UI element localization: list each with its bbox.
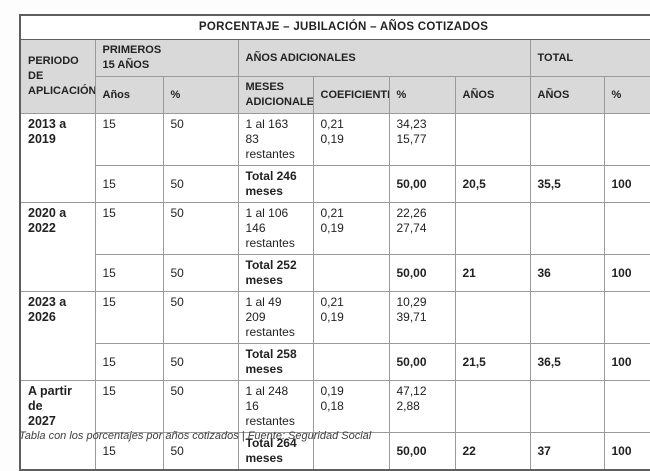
col-header-pct-primeros: % bbox=[162, 76, 239, 114]
pension-percentage-table: PORCENTAJE – JUBILACIÓN – AÑOS COTIZADOS… bbox=[19, 14, 650, 471]
cell-period: A partir de 2027 bbox=[19, 380, 96, 471]
cell-anos: 15 bbox=[94, 291, 164, 344]
cell-meses: 1 al 248 16 restantes bbox=[237, 380, 314, 433]
table-row-total: 15 50 Total 246 meses 50,00 20,5 35,5 10… bbox=[20, 165, 650, 203]
cell-coeficiente: 0,19 0,18 bbox=[312, 380, 390, 433]
cell-meses: 1 al 106 146 restantes bbox=[237, 202, 314, 255]
cell-meses: 1 al 49 209 restantes bbox=[237, 291, 314, 344]
cell-pct-adicional: 50,00 bbox=[388, 343, 456, 381]
cell-anos-adicional: 21 bbox=[454, 254, 531, 292]
table-row: A partir de 2027 15 50 1 al 248 16 resta… bbox=[19, 380, 650, 471]
cell-total-anos bbox=[529, 202, 605, 255]
cell-anos-adicional bbox=[454, 202, 531, 255]
group-header-primeros-15-anos: PRIMEROS 15 AÑOS bbox=[94, 39, 239, 77]
cell-meses-total: Total 258 meses bbox=[237, 343, 314, 381]
table-title: PORCENTAJE – JUBILACIÓN – AÑOS COTIZADOS bbox=[19, 14, 650, 40]
cell-anos: 15 bbox=[94, 202, 164, 255]
col-header-meses-adicionales: MESES ADICIONALES bbox=[237, 76, 314, 114]
cell-pct-adicional: 22,26 27,74 bbox=[388, 202, 456, 255]
col-header-pct-adicionales: % bbox=[388, 76, 456, 114]
cell-coeficiente: 0,21 0,19 bbox=[312, 113, 390, 166]
cell-total-anos: 37 bbox=[529, 432, 605, 471]
cell-pct: 50 bbox=[162, 113, 239, 166]
cell-anos: 15 bbox=[94, 113, 164, 166]
cell-pct: 50 bbox=[162, 380, 239, 433]
cell-anos-adicional: 22 bbox=[454, 432, 531, 471]
col-header-anos-adicionales: AÑOS bbox=[454, 76, 531, 114]
cell-pct-adicional: 50,00 bbox=[388, 432, 456, 471]
cell-anos-adicional bbox=[454, 113, 531, 166]
cell-anos-adicional: 20,5 bbox=[454, 165, 531, 203]
sub-header-row: Años % MESES ADICIONALES COEFICIENTE % A… bbox=[20, 76, 650, 114]
cell-total-pct: 100 bbox=[603, 343, 650, 381]
col-header-coeficiente: COEFICIENTE bbox=[312, 76, 390, 114]
group-header-anos-adicionales: AÑOS ADICIONALES bbox=[237, 39, 531, 77]
cell-total-anos bbox=[529, 380, 605, 433]
cell-total-anos: 35,5 bbox=[529, 165, 605, 203]
cell-total-pct: 100 bbox=[603, 432, 650, 471]
cell-anos-adicional: 21,5 bbox=[454, 343, 531, 381]
table-row-total: 15 50 Total 252 meses 50,00 21 36 100 bbox=[20, 254, 650, 292]
cell-total-pct: 100 bbox=[603, 254, 650, 292]
table-row: 2020 a 2022 15 50 1 al 106 146 restantes… bbox=[19, 202, 650, 292]
cell-anos-adicional bbox=[454, 380, 531, 433]
cell-meses-total: Total 246 meses bbox=[237, 165, 314, 203]
col-header-pct-total: % bbox=[603, 76, 650, 114]
cell-total-pct bbox=[603, 291, 650, 344]
cell-total-anos bbox=[529, 291, 605, 344]
cell-anos: 15 bbox=[94, 343, 164, 381]
cell-coeficiente: 0,21 0,19 bbox=[312, 202, 390, 255]
group-header-row: PERIODO DE APLICACIÓN PRIMEROS 15 AÑOS A… bbox=[19, 39, 650, 114]
page: PORCENTAJE – JUBILACIÓN – AÑOS COTIZADOS… bbox=[19, 14, 650, 471]
cell-meses-total: Total 252 meses bbox=[237, 254, 314, 292]
col-header-anos-primeros: Años bbox=[94, 76, 164, 114]
cell-period: 2013 a 2019 bbox=[19, 113, 96, 203]
cell-anos-adicional bbox=[454, 291, 531, 344]
col-header-periodo-aplicacion: PERIODO DE APLICACIÓN bbox=[19, 39, 96, 114]
table-row-total: 15 50 Total 258 meses 50,00 21,5 36,5 10… bbox=[20, 343, 650, 381]
cell-pct-adicional: 50,00 bbox=[388, 165, 456, 203]
cell-total-pct bbox=[603, 380, 650, 433]
cell-total-anos: 36,5 bbox=[529, 343, 605, 381]
cell-coeficiente bbox=[312, 165, 390, 203]
cell-pct-adicional: 47,12 2,88 bbox=[388, 380, 456, 433]
group-header-total: TOTAL bbox=[529, 39, 650, 77]
cell-pct: 50 bbox=[162, 254, 239, 292]
cell-total-anos: 36 bbox=[529, 254, 605, 292]
cell-pct: 50 bbox=[162, 165, 239, 203]
table-caption: Tabla con los porcentajes por años cotiz… bbox=[19, 430, 372, 442]
cell-total-pct: 100 bbox=[603, 165, 650, 203]
cell-period: 2023 a 2026 bbox=[19, 291, 96, 381]
cell-pct-adicional: 34,23 15,77 bbox=[388, 113, 456, 166]
cell-period: 2020 a 2022 bbox=[19, 202, 96, 292]
cell-pct-adicional: 10,29 39,71 bbox=[388, 291, 456, 344]
table-row: 2023 a 2026 15 50 1 al 49 209 restantes … bbox=[19, 291, 650, 381]
cell-anos: 15 bbox=[94, 165, 164, 203]
cell-meses: 1 al 163 83 restantes bbox=[237, 113, 314, 166]
col-header-anos-total: AÑOS bbox=[529, 76, 605, 114]
cell-coeficiente bbox=[312, 254, 390, 292]
cell-pct: 50 bbox=[162, 291, 239, 344]
cell-pct-adicional: 50,00 bbox=[388, 254, 456, 292]
table-row: 2013 a 2019 15 50 1 al 163 83 restantes … bbox=[19, 113, 650, 203]
cell-anos: 15 bbox=[94, 254, 164, 292]
cell-pct: 50 bbox=[162, 202, 239, 255]
cell-coeficiente: 0,21 0,19 bbox=[312, 291, 390, 344]
cell-total-pct bbox=[603, 202, 650, 255]
cell-anos: 15 bbox=[94, 380, 164, 433]
cell-total-pct bbox=[603, 113, 650, 166]
cell-coeficiente bbox=[312, 343, 390, 381]
cell-pct: 50 bbox=[162, 343, 239, 381]
title-row: PORCENTAJE – JUBILACIÓN – AÑOS COTIZADOS bbox=[19, 14, 650, 40]
cell-total-anos bbox=[529, 113, 605, 166]
